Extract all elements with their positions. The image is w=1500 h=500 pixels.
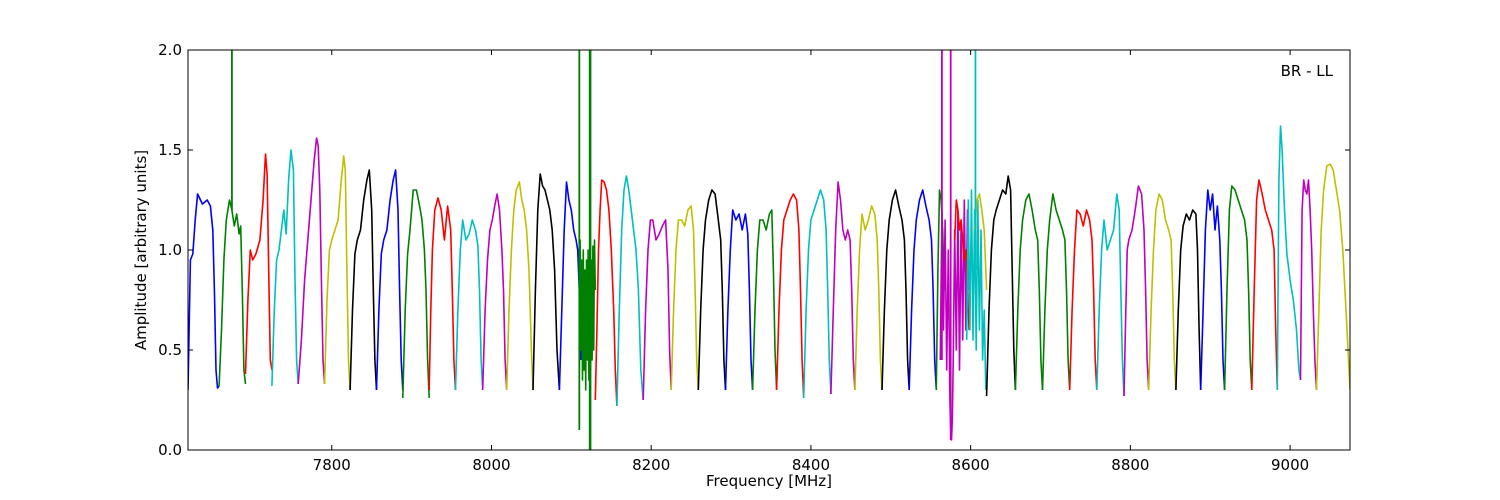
x-tick-label: 8000	[472, 456, 510, 474]
series-line-9	[402, 189, 430, 399]
series-line-38	[1068, 209, 1098, 391]
series-line-33	[965, 189, 987, 391]
x-tick-label: 8800	[1111, 456, 1149, 474]
series-line-25	[802, 189, 832, 399]
y-tick-label: 0.5	[158, 341, 182, 359]
series-line-40	[1123, 185, 1150, 397]
series-line-24	[775, 193, 805, 399]
series-line-29	[908, 189, 938, 391]
x-tick-label: 8600	[952, 456, 990, 474]
series-line-11	[454, 219, 484, 391]
series-line-6	[323, 155, 351, 391]
x-tick-label: 9000	[1271, 456, 1309, 474]
series-line-16	[578, 239, 597, 391]
ticks-layer: 7800 8000 8200 8400 8600 8800 9000 0.0 0.5 1.0 1.5…	[158, 41, 1350, 474]
series-line-19	[642, 219, 672, 401]
series-line-48	[1315, 163, 1350, 391]
y-tick-label: 0.0	[158, 441, 182, 459]
series-line-10	[428, 197, 457, 391]
series-line-28	[881, 189, 910, 391]
series-line-8	[375, 169, 404, 391]
x-axis-label: Frequency [MHz]	[706, 472, 832, 490]
series-line-39	[1096, 193, 1125, 397]
y-tick-label: 1.0	[158, 241, 182, 259]
series-line-20	[670, 205, 700, 391]
y-axis-label: Amplitude [arbitrary units]	[132, 150, 150, 350]
series-layer	[188, 50, 1350, 450]
series-line-17	[594, 179, 618, 407]
series-line-46	[1276, 125, 1302, 391]
series-line-23	[751, 209, 778, 391]
series-line-26	[830, 181, 856, 395]
series-line-45	[1251, 179, 1279, 391]
series-line-3	[244, 153, 273, 375]
series-line-41	[1147, 193, 1177, 391]
series-line-44	[1223, 185, 1253, 391]
series-line-13	[505, 181, 534, 391]
series-line-21	[697, 189, 727, 391]
series-line-42	[1175, 209, 1202, 391]
series-line-37	[1041, 193, 1071, 391]
series-line-18	[616, 175, 644, 407]
series-line-1	[188, 193, 220, 391]
series-line-14	[532, 173, 561, 391]
series-line-43	[1199, 189, 1226, 391]
panel-annotation: BR - LL	[1281, 62, 1334, 80]
series-line-4	[271, 149, 299, 387]
series-line-34	[973, 193, 988, 291]
x-tick-label: 7800	[313, 456, 351, 474]
series-line-5	[297, 137, 326, 385]
series-line-12	[481, 193, 508, 391]
series-line-2	[218, 199, 247, 387]
series-line-35	[985, 175, 1017, 397]
x-tick-label: 8400	[792, 456, 830, 474]
series-line-22	[724, 209, 754, 391]
series-line-15	[558, 181, 582, 391]
x-tick-label: 8200	[632, 456, 670, 474]
series-line-7	[349, 169, 378, 391]
y-tick-label: 1.5	[158, 141, 182, 159]
y-tick-label: 2.0	[158, 41, 182, 59]
series-line-36	[1014, 193, 1044, 391]
series-line-47	[1299, 179, 1318, 391]
series-line-27	[854, 205, 883, 391]
